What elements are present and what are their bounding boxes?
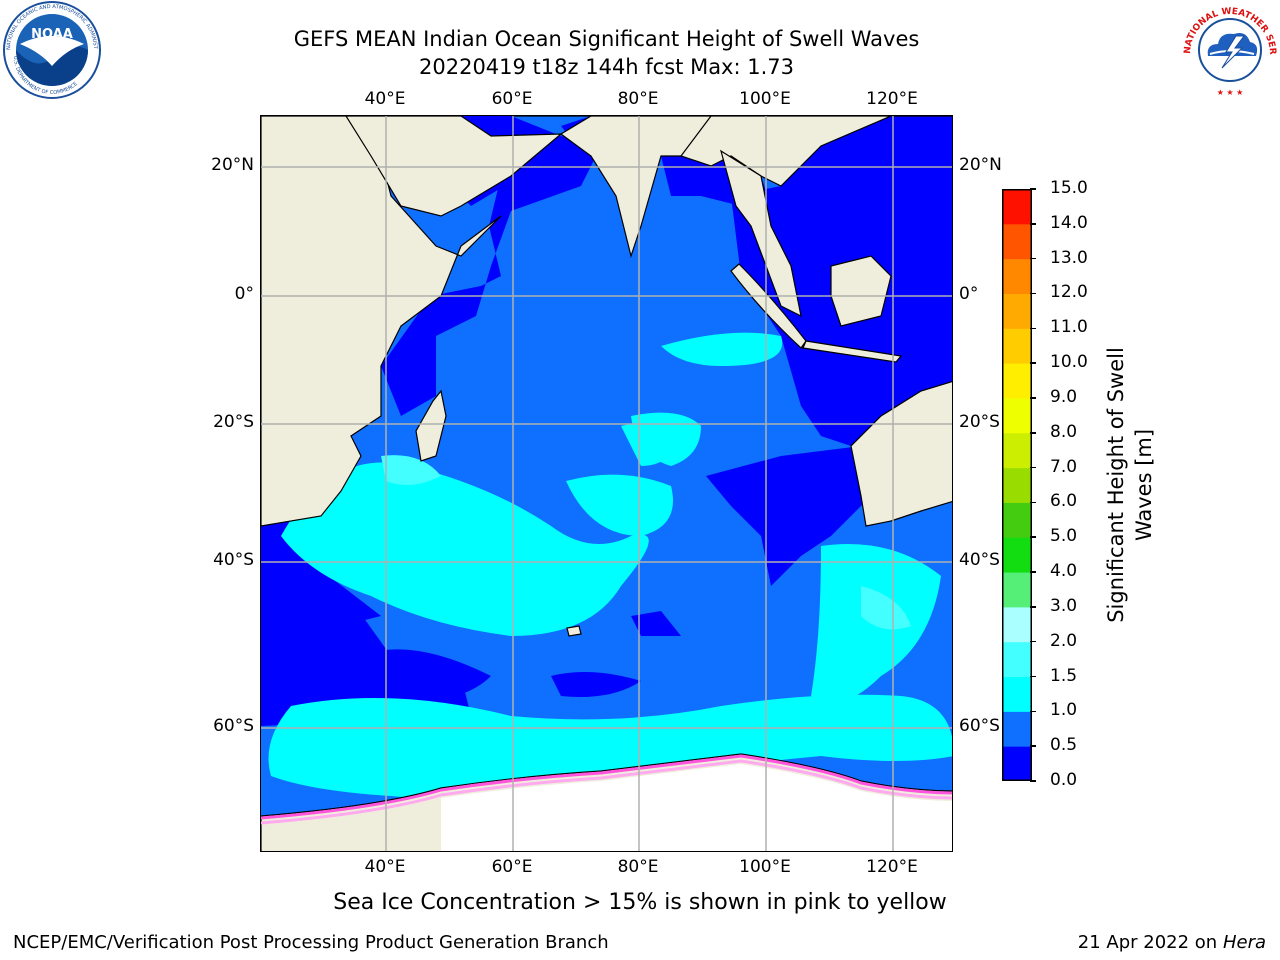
colorbar-segment [1002,397,1032,434]
nws-logo: NATIONAL WEATHER SERVICE ★ ★ ★ [1180,0,1277,97]
colorbar-tick-label: 10.0 [1050,352,1088,373]
lon-label-bottom: 40°E [364,857,406,877]
colorbar-tick-mark [1030,257,1036,260]
colorbar-segment [1002,258,1032,294]
graticule [261,116,952,851]
colorbar-tick-mark [1030,432,1036,434]
colorbar-tick-label: 1.5 [1050,665,1078,686]
colorbar-tick-label: 11.0 [1050,317,1088,338]
colorbar-ticks: 0.0 0.5 1.0 1.5 2.0 3.0 4.0 5.0 6.0 7.0 8.0 9.0 10.0… [1030,178,1090,790]
lat-label-right: 40°S [959,550,1000,570]
credit-host: Hera [1222,932,1266,953]
noaa-text: NOAA [31,27,73,42]
colorbar-tick-mark [1030,536,1036,538]
higher-swell-patches [381,455,911,630]
colorbar-tick-label: 3.0 [1050,595,1078,616]
colorbar-tick-label: 4.0 [1050,561,1078,582]
lat-label-right: 0° [959,284,979,304]
colorbar-tick-mark [1030,397,1036,399]
lat-label-left: 20°S [213,412,254,432]
colorbar-segment [1002,328,1032,364]
colorbar-segment [1002,467,1032,503]
map-title: GEFS MEAN Indian Ocean Significant Heigh… [293,27,920,51]
colorbar-tick-mark [1030,466,1036,469]
colorbar-segment [1002,432,1032,469]
colorbar-tick-mark [1030,223,1036,225]
colorbar-tick-mark [1030,362,1036,364]
noaa-logo: NOAA NATIONAL OCEANIC AND ATMOSPHERIC AD… [0,0,101,99]
lat-label-right: 60°S [959,716,1000,736]
lon-label-bottom: 100°E [739,857,791,877]
sea-ice [441,764,952,851]
svg-text:★ ★ ★: ★ ★ ★ [1217,88,1244,97]
colorbar-tick-label: 14.0 [1050,212,1088,233]
credit-date: 21 Apr 2022 on Hera [1078,932,1266,953]
colorbar-tick-mark [1030,501,1036,504]
colorbar-segment [1002,189,1032,225]
credit-date-text: 21 Apr 2022 on [1077,932,1223,953]
lat-label-right: 20°S [959,412,1000,432]
colorbar-tick-mark [1030,710,1036,713]
colorbar-tick-label: 15.0 [1050,178,1088,198]
lon-label-top: 40°E [364,89,406,109]
lon-label-bottom: 120°E [866,857,918,877]
map-panel[interactable] [260,115,953,852]
colorbar-tick-label: 9.0 [1050,386,1078,407]
colorbar-tick-mark [1030,327,1036,330]
sea-ice-caption: Sea Ice Concentration > 15% is shown in … [333,890,947,915]
colorbar-tick-mark [1030,292,1036,295]
colorbar-tick-label: 8.0 [1050,421,1078,442]
colorbar-segment [1002,641,1032,678]
colorbar-tick-mark [1030,606,1036,608]
lat-label-left: 0° [234,284,254,304]
lat-label-left: 40°S [213,550,254,570]
colorbar-segment [1002,363,1032,399]
colorbar-tick-label: 12.0 [1050,282,1088,303]
lon-label-top: 120°E [866,89,918,109]
sea-ice-edge [261,754,952,825]
lat-label-left: 20°N [211,155,254,175]
colorbar-tick-mark [1030,571,1036,573]
colorbar-title-line1: Significant Height of Swell [1104,347,1128,623]
colorbar-tick-label: 7.0 [1050,456,1078,477]
swell-map [261,116,952,851]
colorbar-tick-label: 0.5 [1050,735,1078,756]
colorbar-tick-mark [1030,780,1036,782]
lat-label-left: 60°S [213,716,254,736]
colorbar-tick-mark [1030,188,1036,190]
lon-label-top: 100°E [739,89,791,109]
lon-label-bottom: 80°E [617,857,659,877]
colorbar-segment [1002,711,1032,747]
colorbar-segment [1002,223,1032,260]
lon-label-top: 80°E [617,89,659,109]
colorbar-tick-mark [1030,675,1036,678]
colorbar-tick-label: 6.0 [1050,491,1078,512]
colorbar-tick-mark [1030,640,1036,643]
colorbar-segment [1002,537,1032,573]
colorbar-segment [1002,676,1032,712]
lon-label-bottom: 60°E [491,857,533,877]
colorbar-tick-label: 0.0 [1050,770,1078,790]
colorbar-segment [1002,502,1032,538]
colorbar-title: Significant Height of Swell Waves [m] [1102,347,1158,623]
map-subtitle: 20220419 t18z 144h fcst Max: 1.73 [419,55,794,79]
colorbar-segment [1002,746,1032,781]
colorbar-tick-label: 5.0 [1050,526,1078,547]
credit-branch: NCEP/EMC/Verification Post Processing Pr… [13,932,609,953]
colorbar-tick-label: 13.0 [1050,247,1088,268]
colorbar-tick-label: 2.0 [1050,630,1078,651]
colorbar-tick-label: 1.0 [1050,700,1078,721]
colorbar-segment [1002,293,1032,329]
lat-label-right: 20°N [959,155,1002,175]
colorbar-segment [1002,572,1032,608]
lon-label-top: 60°E [491,89,533,109]
colorbar-title-line2: Waves [m] [1132,428,1156,542]
colorbar [1002,189,1032,781]
colorbar-segments [1002,189,1032,781]
colorbar-tick-mark [1030,745,1036,747]
colorbar-segment [1002,606,1032,643]
